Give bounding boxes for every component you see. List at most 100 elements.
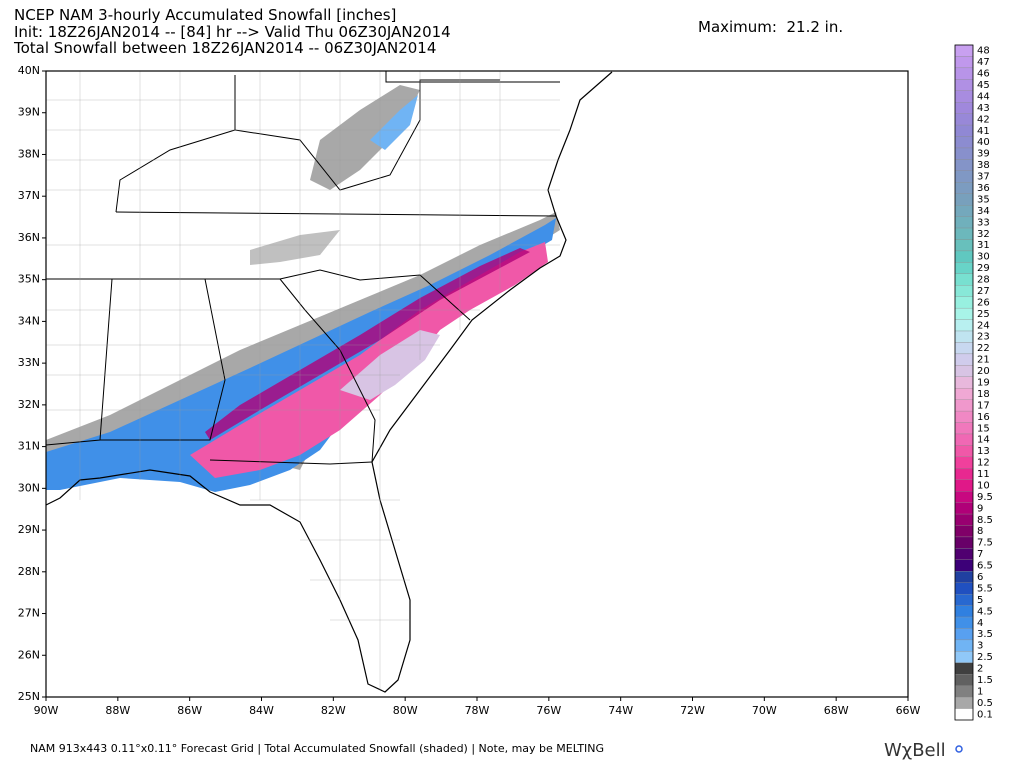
colorbar-label: 2	[977, 664, 983, 675]
colorbar-label: 35	[977, 194, 990, 205]
colorbar-swatch	[954, 674, 974, 686]
colorbar-swatch	[954, 513, 974, 526]
colorbar-swatch	[954, 662, 974, 675]
colorbar-label: 34	[977, 206, 990, 217]
colorbar-label: 19	[977, 378, 990, 389]
lon-label: 72W	[680, 704, 705, 717]
colorbar-label: 32	[977, 229, 990, 240]
lat-label: 29N	[18, 523, 40, 536]
colorbar-swatch	[954, 216, 974, 229]
colorbar-label: 1.5	[977, 675, 993, 686]
state-border	[115, 211, 557, 217]
subtitle: Total Snowfall between 18Z26JAN2014 -- 0…	[13, 39, 436, 57]
colorbar-label: 8.5	[977, 515, 993, 526]
colorbar-label: 24	[977, 320, 990, 331]
colorbar-label: 36	[977, 183, 990, 194]
lat-label: 25N	[18, 690, 40, 703]
colorbar-label: 15	[977, 423, 990, 434]
colorbar-label: 27	[977, 286, 990, 297]
lon-label: 66W	[896, 704, 921, 717]
state-border	[209, 459, 373, 465]
colorbar-label: 18	[977, 389, 990, 400]
colorbar-label: 21	[977, 355, 990, 366]
colorbar-label: 11	[977, 469, 990, 480]
colorbar-swatch	[954, 616, 974, 629]
logo-dot	[955, 745, 963, 753]
lat-label: 37N	[18, 189, 40, 202]
colorbar-swatch	[954, 136, 974, 149]
colorbar-label: 44	[977, 91, 990, 102]
colorbar-label: 23	[977, 332, 990, 343]
lat-label: 33N	[18, 356, 40, 369]
colorbar-label: 17	[977, 400, 990, 411]
colorbar-label: 33	[977, 217, 990, 228]
lat-label: 34N	[18, 314, 40, 327]
colorbar-swatch	[954, 651, 974, 663]
state-border	[115, 75, 236, 213]
colorbar-swatch	[954, 525, 974, 538]
colorbar-label: 30	[977, 252, 990, 263]
colorbar-label: 20	[977, 366, 990, 377]
colorbar-swatch	[954, 388, 974, 400]
colorbar-swatch	[954, 296, 974, 309]
lon-label: 86W	[177, 704, 202, 717]
colorbar-label: 16	[977, 412, 990, 423]
colorbar-swatch	[954, 365, 974, 377]
colorbar-swatch	[954, 102, 974, 114]
colorbar-label: 26	[977, 297, 990, 308]
colorbar-swatch	[954, 376, 974, 389]
colorbar-swatch	[954, 502, 974, 515]
snow-light	[310, 85, 420, 190]
colorbar-swatch	[954, 205, 974, 217]
colorbar-swatch	[954, 548, 974, 560]
state-border	[279, 269, 471, 321]
lat-label: 27N	[18, 607, 40, 620]
lat-label: 35N	[18, 273, 40, 286]
colorbar-label: 0.1	[977, 709, 993, 720]
colorbar-label: 7	[977, 549, 983, 560]
colorbar-swatch	[954, 410, 974, 423]
lon-label: 80W	[393, 704, 418, 717]
colorbar-swatch	[954, 696, 974, 709]
colorbar-swatch	[954, 285, 974, 297]
colorbar-label: 38	[977, 160, 990, 171]
lon-label: 88W	[105, 704, 130, 717]
colorbar-label: 3	[977, 641, 983, 652]
colorbar-label: 43	[977, 103, 990, 114]
colorbar-swatch	[954, 571, 974, 583]
colorbar-swatch	[954, 67, 974, 80]
colorbar-label: 41	[977, 126, 990, 137]
lat-label: 38N	[18, 147, 40, 160]
lon-label: 68W	[824, 704, 849, 717]
colorbar-label: 10	[977, 480, 990, 491]
colorbar-label: 8	[977, 526, 983, 537]
snow-light	[250, 230, 340, 265]
state-border	[385, 71, 560, 83]
colorbar-swatch	[954, 319, 974, 332]
snow-purple	[205, 248, 530, 440]
colorbar-label: 1	[977, 686, 983, 697]
colorbar-swatch	[954, 685, 974, 698]
snow-blue	[370, 95, 418, 150]
colorbar-swatch	[954, 559, 974, 572]
lat-label: 36N	[18, 231, 40, 244]
snow-pink	[340, 330, 440, 400]
colorbar-label: 2.5	[977, 652, 993, 663]
colorbar-swatch	[954, 307, 974, 320]
lat-label: 39N	[18, 106, 40, 119]
colorbar-swatch	[954, 639, 974, 652]
lon-label: 70W	[752, 704, 777, 717]
lon-label: 82W	[321, 704, 346, 717]
title: NCEP NAM 3-hourly Accumulated Snowfall […	[14, 6, 396, 24]
lat-label: 28N	[18, 565, 40, 578]
subtitle: Init: 18Z26JAN2014 -- [84] hr --> Valid …	[14, 23, 451, 41]
colorbar-swatch	[954, 433, 974, 446]
colorbar-swatch	[954, 159, 974, 171]
colorbar-swatch	[954, 90, 974, 103]
colorbar-swatch	[954, 353, 974, 366]
colorbar-swatch	[954, 56, 974, 69]
colorbar-swatch	[954, 536, 974, 549]
map	[45, 70, 909, 698]
colorbar-label: 6	[977, 572, 983, 583]
colorbar-label: 45	[977, 80, 990, 91]
